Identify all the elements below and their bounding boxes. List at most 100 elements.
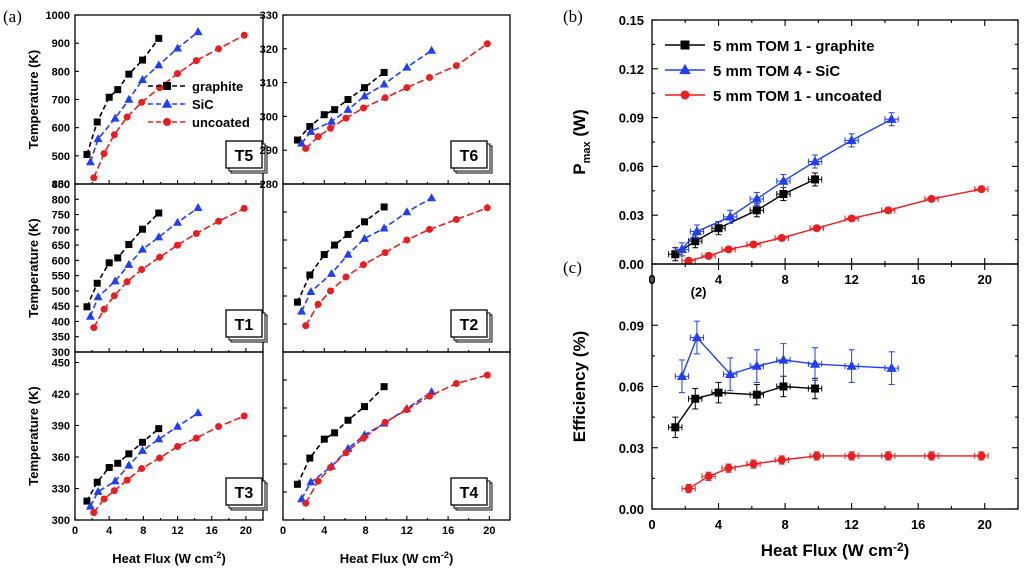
data-point-uncoated [977,451,986,460]
data-point-graphite [105,259,113,267]
data-point-SiC [297,138,307,147]
x-tick-label: 0 [72,525,78,537]
legend-label: uncoated [192,115,250,130]
series-uncoated [302,40,491,153]
data-point-uncoated [724,245,733,254]
series-SiC [85,27,203,166]
data-point-uncoated [314,133,322,141]
data-point-SiC [85,157,95,166]
data-point-uncoated [777,456,786,464]
y-axis-label: Temperature (K) [26,218,41,317]
series-graphite [293,203,388,306]
data-point-graphite [344,230,352,238]
data-point-uncoated [749,460,758,469]
y-tick-label: 0.00 [619,257,644,272]
data-point-SiC [751,360,762,370]
data-point-uncoated [240,412,248,420]
data-point-uncoated [110,292,118,300]
chart-efficiency: 0 4 8 12 16 20 0.00 0.03 0.06 0.09 Efficiency (%) H… [563,258,1019,560]
x-tick-label: 8 [781,517,788,532]
data-point-uncoated [174,241,182,249]
panel-label: (a) [3,7,22,26]
data-point-graphite [380,383,388,391]
data-point-graphite [320,111,328,119]
data-point-SiC [173,217,183,226]
data-point-graphite [93,279,101,287]
data-point-uncoated [156,454,164,462]
data-point-uncoated [381,94,389,102]
data-point-graphite [691,394,700,403]
y-tick-label: 450 [52,301,70,313]
x-tick-label: 12 [401,525,413,537]
series-uncoated [681,185,989,265]
y-tick-label: 0.06 [619,380,644,395]
y-tick-label: 850 [52,179,70,191]
data-point-SiC [691,226,703,236]
data-point-uncoated [704,472,713,481]
tag-box [450,477,488,506]
data-point-graphite [331,241,339,249]
data-point-uncoated [812,451,821,460]
legend-label: SiC [192,97,214,112]
legend-marker [680,90,690,100]
y-tick-label: 420 [52,389,70,401]
chart-T4: 0 4 8 12 16 20 Heat Flux (W cm-2) T4 [280,351,511,566]
data-point-graphite [105,93,113,101]
y-tick-label: 310 [260,78,278,90]
legend-label: 5 mm TOM 1 - uncoated [713,88,882,105]
data-point-graphite [306,271,314,279]
data-point-uncoated [314,300,322,308]
data-point-SiC [154,60,164,69]
data-point-SiC [306,477,316,486]
data-point-graphite [155,209,163,217]
series-line-SiC [681,118,892,250]
data-point-uncoated [123,476,131,484]
y-tick-label: 360 [52,452,70,464]
x-tick-label: 20 [977,272,991,287]
data-point-SiC [846,360,857,370]
data-point-graphite [83,150,91,158]
data-point-uncoated [215,45,223,53]
data-point-uncoated [138,465,146,473]
data-point-SiC [193,408,203,417]
data-point-graphite [125,240,133,248]
data-point-graphite [344,96,352,103]
data-point-uncoated [314,477,322,485]
data-point-graphite [293,480,301,488]
data-point-graphite [714,388,723,397]
series-line-uncoated [688,455,982,490]
data-point-SiC [725,368,736,378]
panel-label: (c) [563,258,582,277]
data-point-graphite [293,136,301,144]
data-point-graphite [320,435,328,443]
data-point-SiC [778,354,789,364]
y-tick-label: 0.00 [619,502,644,517]
y-tick-label: 0.12 [619,62,644,77]
data-point-SiC [93,486,103,495]
x-tick-label: 16 [911,272,925,287]
x-tick-label: 4 [715,272,723,287]
data-point-uncoated [90,324,98,332]
data-point-SiC [751,193,762,203]
data-point-graphite [114,254,122,262]
series-SiC [85,408,203,510]
y-tick-label: 280 [260,179,278,191]
data-point-graphite [293,298,301,306]
series-line-graphite [296,386,385,485]
series-uncoated [302,371,491,507]
data-point-uncoated [100,495,108,503]
data-point-uncoated [215,423,223,431]
data-point-graphite [361,84,369,92]
y-tick-label: 600 [52,255,70,267]
series-graphite [293,68,388,144]
y-tick-label: 0.09 [619,318,644,333]
tag-label: T1 [235,317,254,334]
data-point-SiC [110,113,120,122]
legend-label: 5 mm TOM 1 - graphite [713,38,874,55]
data-point-graphite [139,225,147,233]
y-tick-label: 500 [52,151,70,163]
data-point-SiC [379,223,389,232]
data-point-graphite [93,478,101,486]
y-tick-label: 750 [52,210,70,222]
